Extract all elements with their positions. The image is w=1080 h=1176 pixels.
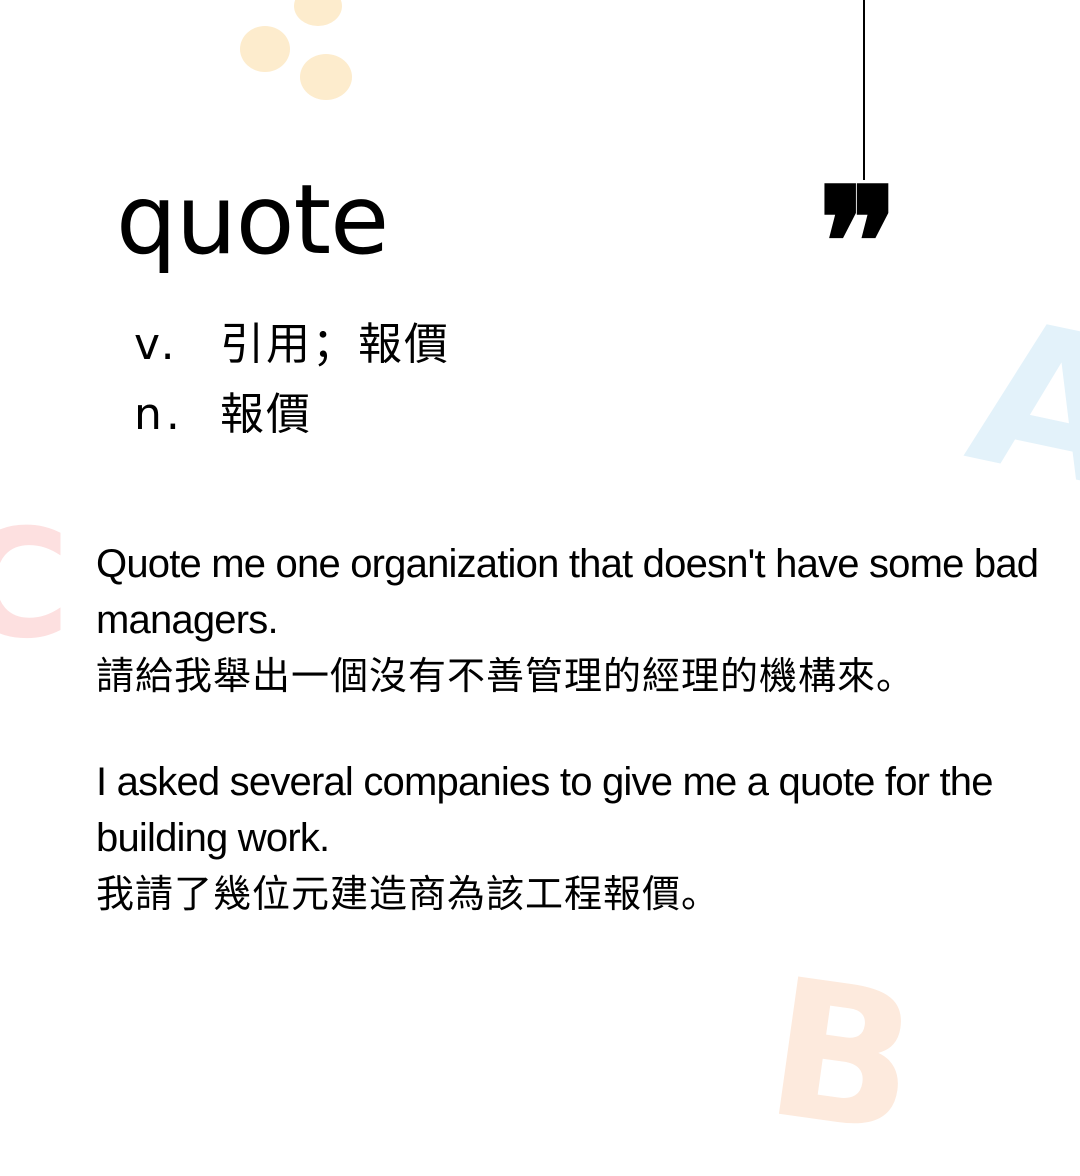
definition-noun: n. 報價 xyxy=(134,380,450,450)
example-chinese: 請給我舉出一個沒有不善管理的經理的機構來。 xyxy=(96,654,916,698)
decorative-dot xyxy=(240,26,290,72)
example-chinese: 我請了幾位元建造商為該工程報價。 xyxy=(96,872,721,916)
part-of-speech: n. xyxy=(134,389,184,440)
decorative-letter-b: B xyxy=(755,937,930,1176)
definitions-list: v. 引用；報價 n. 報價 xyxy=(134,310,450,450)
decorative-dot xyxy=(294,0,342,26)
decorative-dot xyxy=(300,54,352,100)
quotation-mark-icon: ❞ xyxy=(818,155,899,331)
example-english: Quote me one organization that doesn't h… xyxy=(96,542,1039,642)
vertical-divider-line xyxy=(863,0,865,180)
part-of-speech: v. xyxy=(134,319,179,370)
example-english: I asked several companies to give me a q… xyxy=(96,760,994,860)
decorative-letter-a: A xyxy=(952,274,1080,535)
example-item: I asked several companies to give me a q… xyxy=(96,754,1056,922)
example-item: Quote me one organization that doesn't h… xyxy=(96,536,1056,704)
decorative-letter-c: C xyxy=(0,498,71,672)
example-sentences: Quote me one organization that doesn't h… xyxy=(96,536,1056,972)
definition-meaning: 引用；報價 xyxy=(220,319,450,370)
headword: quote xyxy=(116,164,389,276)
definition-meaning: 報價 xyxy=(220,389,312,440)
definition-verb: v. 引用；報價 xyxy=(134,310,450,380)
